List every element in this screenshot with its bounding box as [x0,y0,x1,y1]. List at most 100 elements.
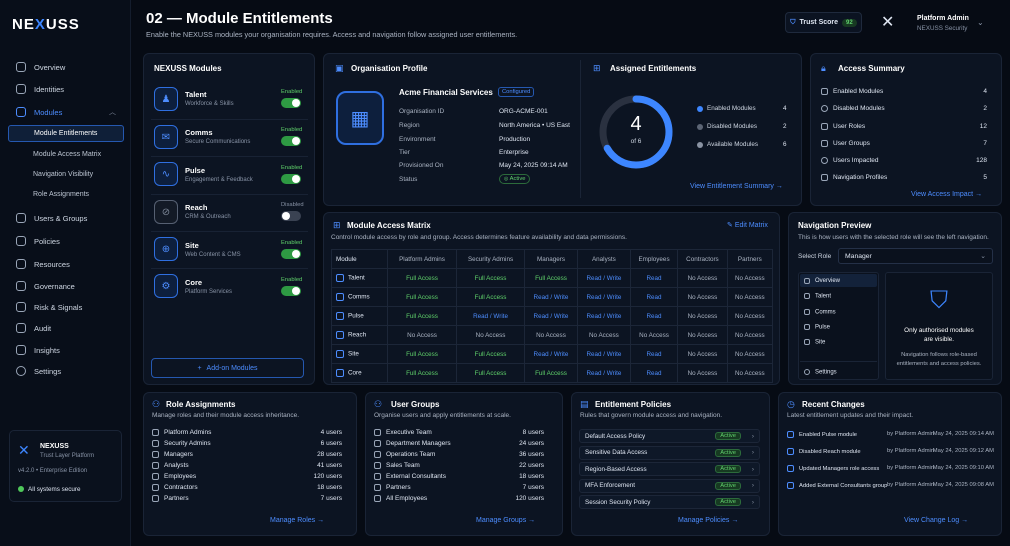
matrix-access-cell[interactable]: No Access [726,325,774,345]
policy-row[interactable]: Region-Based Access Active › [579,462,760,476]
matrix-access-cell[interactable]: Read / Write [576,268,631,288]
sidebar-item-insights[interactable]: Insights [8,342,124,358]
matrix-access-cell[interactable]: No Access [677,344,728,364]
manage-policies-link[interactable]: Manage Policies → [678,517,739,524]
change-item[interactable]: Added External Consultants group by Platf… [787,482,994,489]
matrix-access-cell[interactable]: Full Access [456,344,526,364]
matrix-access-cell[interactable]: Full Access [456,268,526,288]
chevron-down-icon[interactable]: ⌄ [977,18,984,27]
matrix-access-cell[interactable]: No Access [726,306,774,326]
list-item[interactable]: Partners 7 users [374,484,544,491]
user-name[interactable]: Platform Admin [917,15,969,22]
matrix-access-cell[interactable]: Read / Write [576,287,631,307]
policy-row[interactable]: Session Security Policy Active › [579,495,760,509]
matrix-access-cell[interactable]: Full Access [386,306,458,326]
sidebar-subitem-module-access-matrix[interactable]: Module Access Matrix [33,151,102,158]
matrix-access-cell[interactable]: No Access [677,325,728,345]
list-item[interactable]: Executive Team 8 users [374,429,544,436]
list-item[interactable]: Security Admins 6 users [152,440,342,447]
list-item[interactable]: Sales Team 22 users [374,462,544,469]
list-item[interactable]: Operations Team 36 users [374,451,544,458]
matrix-access-cell[interactable]: Read / Write [524,344,578,364]
view-access-impact-link[interactable]: View Access Impact → [911,191,983,198]
matrix-access-cell[interactable]: Full Access [386,363,458,383]
matrix-access-cell[interactable]: Read / Write [524,306,578,326]
matrix-access-cell[interactable]: Read [629,306,679,326]
sidebar-subitem-role-assignments[interactable]: Role Assignments [33,191,90,198]
admin-avatar[interactable]: ✕ [881,14,895,31]
view-entitlement-summary-link[interactable]: View Entitlement Summary → [690,183,783,190]
matrix-access-cell[interactable]: No Access [677,306,728,326]
matrix-access-cell[interactable]: Read / Write [524,287,578,307]
matrix-access-cell[interactable]: Read / Write [576,344,631,364]
matrix-access-cell[interactable]: No Access [726,268,774,288]
toggle-talent[interactable] [281,98,301,108]
sidebar-item-settings[interactable]: Settings [8,363,124,379]
role-select[interactable]: Manager ⌄ [838,248,993,264]
matrix-access-cell[interactable]: Read / Write [576,363,631,383]
view-change-log-link[interactable]: View Change Log → [904,517,969,524]
matrix-access-cell[interactable]: No Access [726,287,774,307]
toggle-core[interactable] [281,286,301,296]
matrix-access-cell[interactable]: Full Access [386,268,458,288]
sidebar-item-audit[interactable]: Audit [8,320,124,336]
matrix-access-cell[interactable]: No Access [524,325,578,345]
matrix-access-cell[interactable]: Read [629,287,679,307]
matrix-access-cell[interactable]: No Access [629,325,679,345]
matrix-access-cell[interactable]: Read / Write [456,306,526,326]
toggle-reach[interactable] [281,211,301,221]
change-item[interactable]: Enabled Pulse module by Platform Admin May… [787,431,994,438]
matrix-access-cell[interactable]: No Access [576,325,631,345]
matrix-access-cell[interactable]: No Access [677,363,728,383]
sidebar-item-overview[interactable]: Overview [8,59,124,75]
matrix-access-cell[interactable]: Read [629,363,679,383]
trust-score-pill[interactable]: ⛉ Trust Score 92 [785,12,862,33]
policy-row[interactable]: Sensitive Data Access Active › [579,445,760,460]
sidebar-item-identities[interactable]: Identities [8,81,124,97]
list-item[interactable]: Analysts 41 users [152,462,342,469]
matrix-access-cell[interactable]: Full Access [456,363,526,383]
policy-row[interactable]: MFA Enforcement Active › [579,478,760,493]
list-item[interactable]: Partners 7 users [152,495,342,502]
matrix-access-cell[interactable]: No Access [726,363,774,383]
sidebar-subitem-module-entitlements[interactable]: Module Entitlements [8,125,124,142]
sidebar-item-governance[interactable]: Governance [8,278,124,294]
sidebar-subitem-navigation-visibility[interactable]: Navigation Visibility [33,171,94,178]
list-item[interactable]: Department Managers 24 users [374,440,544,447]
list-item[interactable]: All Employees 120 users [374,495,544,502]
sidebar-item-modules[interactable]: Modules ︿ [8,104,124,120]
matrix-access-cell[interactable]: Full Access [386,344,458,364]
change-item[interactable]: Disabled Reach module by Platform Admin Ma… [787,448,994,455]
list-item[interactable]: Contractors 18 users [152,484,342,491]
matrix-access-cell[interactable]: Read [629,268,679,288]
list-item[interactable]: External Consultants 18 users [374,473,544,480]
matrix-access-cell[interactable]: Full Access [524,268,578,288]
matrix-access-cell[interactable]: Full Access [456,287,526,307]
manage-roles-link[interactable]: Manage Roles → [270,517,325,524]
sidebar-item-policies[interactable]: Policies [8,233,124,249]
matrix-access-cell[interactable]: Read [629,344,679,364]
matrix-access-cell[interactable]: No Access [677,287,728,307]
matrix-access-cell[interactable]: No Access [456,325,526,345]
list-item[interactable]: Employees 120 users [152,473,342,480]
matrix-access-cell[interactable]: Full Access [386,287,458,307]
nexuss-logo[interactable]: NEXUSS [12,16,80,33]
edit-matrix-link[interactable]: ✎ Edit Matrix [727,222,768,229]
sidebar-item-resources[interactable]: Resources [8,256,124,272]
toggle-pulse[interactable] [281,174,301,184]
list-item[interactable]: Managers 28 users [152,451,342,458]
policy-row[interactable]: Default Access Policy Active › [579,429,760,443]
manage-groups-link[interactable]: Manage Groups → [476,517,536,524]
add-on-modules-button[interactable]: + Add-on Modules [151,358,304,378]
matrix-access-cell[interactable]: No Access [677,268,728,288]
toggle-comms[interactable] [281,136,301,146]
matrix-access-cell[interactable]: No Access [726,344,774,364]
toggle-site[interactable] [281,249,301,259]
list-item[interactable]: Platform Admins 4 users [152,429,342,436]
matrix-access-cell[interactable]: Read / Write [576,306,631,326]
matrix-access-cell[interactable]: Full Access [524,363,578,383]
sidebar-item-risk-signals[interactable]: Risk & Signals [8,299,124,315]
sidebar-item-users-groups[interactable]: Users & Groups [8,210,124,226]
change-item[interactable]: Updated Managers role access by Platform … [787,465,994,472]
matrix-access-cell[interactable]: No Access [386,325,458,345]
